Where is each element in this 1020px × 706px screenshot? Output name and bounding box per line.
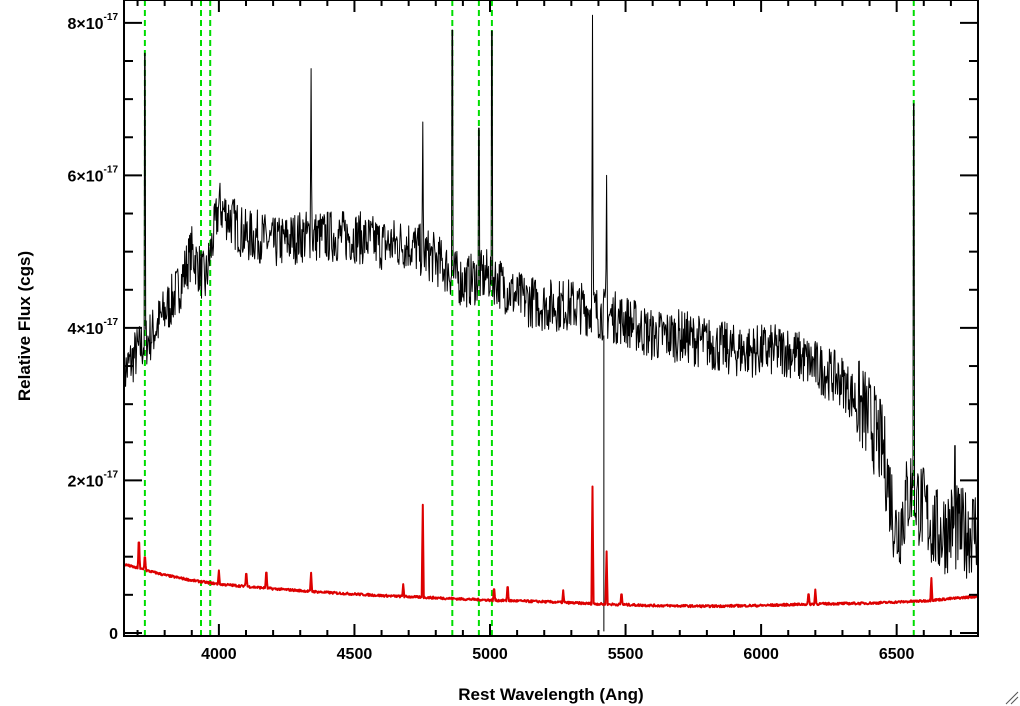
reference-lines <box>143 0 915 636</box>
y-axis-label: Relative Flux (cgs) <box>15 251 34 401</box>
x-tick-label: 6000 <box>743 646 779 663</box>
x-tick-label: 5500 <box>608 646 644 663</box>
resize-grip-icon <box>1005 691 1019 705</box>
plot-frame <box>123 0 979 637</box>
y-tick-label: 8×10-17 <box>68 12 119 33</box>
axes <box>123 0 979 637</box>
series-layer <box>124 14 978 632</box>
x-tick-label: 6500 <box>879 646 915 663</box>
x-tick-label: 4500 <box>337 646 373 663</box>
y-tick-label: 6×10-17 <box>68 164 119 185</box>
y-tick-label: 4×10-17 <box>68 317 119 338</box>
y-tick-label: 0 <box>109 626 118 643</box>
x-tick-label: 4000 <box>201 646 237 663</box>
y-tick-label: 2×10-17 <box>68 469 119 490</box>
x-axis-label: Rest Wavelength (Ang) <box>458 685 643 704</box>
model-series-red <box>124 485 978 609</box>
ticks: 4000 4500 5000 5500 6000 6500 0 2×10-17 4×10-17 6… <box>68 0 979 663</box>
x-tick-label: 5000 <box>472 646 508 663</box>
spectrum-series-black <box>124 14 978 579</box>
